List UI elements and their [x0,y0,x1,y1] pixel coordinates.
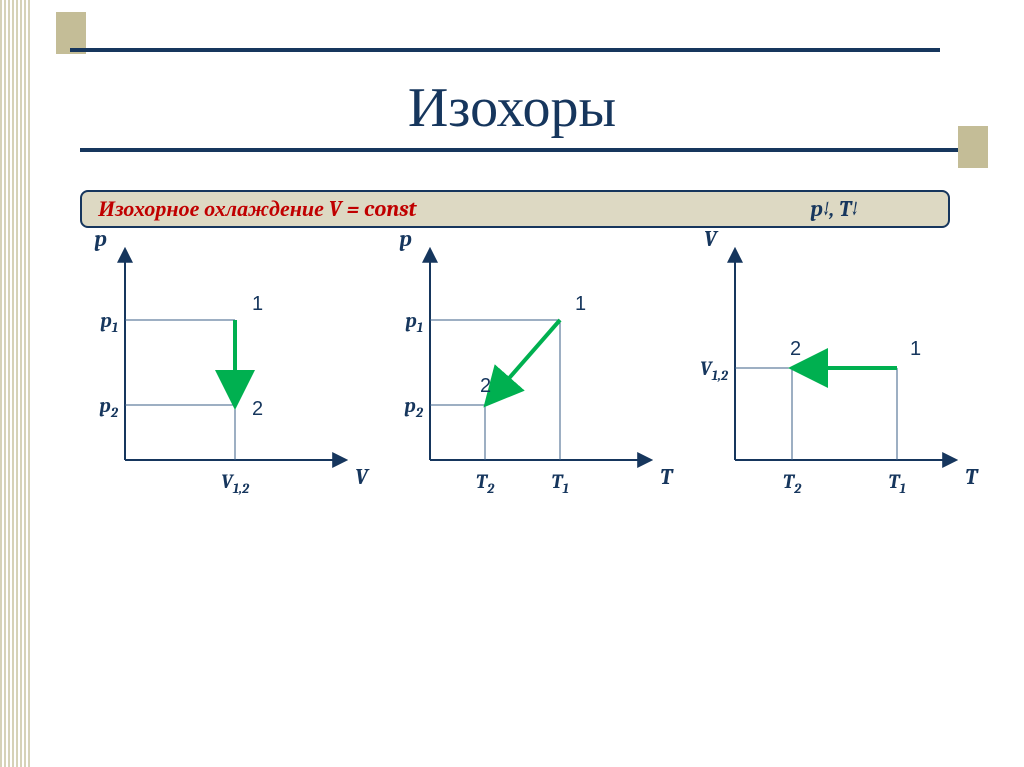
svg-text:V1,2: V1,2 [221,470,250,497]
svg-text:V1,2: V1,2 [700,357,729,384]
svg-text:1: 1 [252,293,263,315]
subtitle-main-text: Изохорное охлаждение V = const [98,196,416,222]
charts-row: pVp1p2V1,212 pTp1p2T2T112 VTV1,2T2T121 [80,240,980,560]
svg-text:1: 1 [575,293,586,315]
subtitle-eq: V = const [329,196,417,222]
chart-pt: pTp1p2T2T112 [385,240,675,540]
accent-box-bottom [958,126,988,168]
svg-text:p: p [399,226,412,252]
svg-text:T: T [965,464,979,490]
svg-text:T2: T2 [783,470,802,497]
svg-text:T1: T1 [551,470,568,497]
svg-text:p1: p1 [100,309,118,336]
svg-text:p2: p2 [99,394,118,421]
subtitle-right: p↓, T↓ [810,196,858,222]
svg-text:1: 1 [910,338,921,360]
svg-text:T: T [660,464,674,490]
svg-text:V: V [704,226,719,252]
svg-text:2: 2 [790,338,801,360]
page-title: Изохоры [0,76,1024,140]
chart-pv: pVp1p2V1,212 [80,240,370,540]
svg-text:2: 2 [480,375,491,397]
svg-text:2: 2 [252,398,263,420]
svg-text:p2: p2 [404,394,423,421]
chart-vt: VTV1,2T2T121 [690,240,980,540]
title-rule-top [70,48,940,52]
svg-text:p: p [94,226,107,252]
subtitle-bar: Изохорное охлаждение V = const p↓, T↓ [80,190,950,228]
svg-text:T2: T2 [476,470,495,497]
svg-text:V: V [355,464,370,490]
subtitle-text-part: Изохорное охлаждение [98,196,329,222]
title-rule-bottom [80,148,960,152]
svg-text:T1: T1 [888,470,905,497]
svg-text:p1: p1 [405,309,423,336]
